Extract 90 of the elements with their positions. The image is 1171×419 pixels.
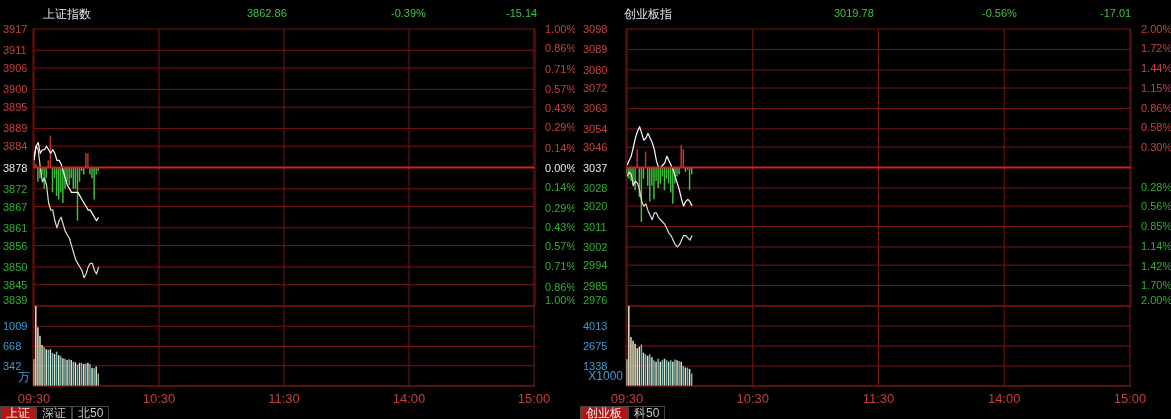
x-tick-label: 10:30 bbox=[736, 391, 770, 407]
y-tick-label: 3011 bbox=[583, 220, 607, 233]
x-tick-label: 09:30 bbox=[610, 391, 644, 407]
y-tick-label: 3002 bbox=[583, 240, 608, 253]
text: 3862.86 bbox=[247, 7, 287, 19]
y-tick-label: 3839 bbox=[3, 294, 28, 306]
y-axis-title: 万 bbox=[17, 370, 30, 386]
y2-tick-label: 2.00% bbox=[1141, 23, 1171, 35]
y-axis-title: X1000 bbox=[588, 369, 623, 383]
text: 科50 bbox=[628, 406, 666, 419]
y2-tick-label: 0.28% bbox=[1141, 180, 1171, 193]
y2-tick-label: 0.00% bbox=[545, 161, 577, 174]
y-tick-label: 1009 bbox=[3, 320, 28, 333]
y-tick-label: 3037 bbox=[583, 161, 608, 174]
y2-tick-label: 0.86% bbox=[545, 42, 577, 55]
y2-tick-label: 0.86% bbox=[1141, 101, 1171, 114]
text: 深证 bbox=[36, 406, 72, 419]
y-tick-label: 668 bbox=[3, 340, 22, 353]
y-tick-label: 4013 bbox=[583, 319, 608, 332]
x-tick-label: 14:00 bbox=[392, 391, 426, 407]
y2-tick-label: 1.14% bbox=[1141, 240, 1171, 253]
text: -0.39% bbox=[391, 7, 426, 19]
text: -0.56% bbox=[982, 7, 1017, 19]
text: -17.01 bbox=[1100, 7, 1132, 19]
y-tick-label: 3856 bbox=[3, 239, 28, 252]
x-tick-label: 11:30 bbox=[862, 391, 895, 407]
y2-tick-label: 1.15% bbox=[1141, 81, 1171, 94]
x-tick-label: 15:00 bbox=[517, 391, 551, 407]
y-tick-label: 3054 bbox=[583, 122, 608, 135]
y2-tick-label: 0.29% bbox=[545, 121, 577, 134]
y2-tick-label: 0.57% bbox=[545, 82, 577, 95]
y2-tick-label: 1.42% bbox=[1141, 259, 1171, 272]
x-tick-label: 11:30 bbox=[268, 391, 300, 407]
y-tick-label: 3046 bbox=[583, 141, 608, 154]
y-tick-label: 3080 bbox=[583, 63, 608, 76]
y2-tick-label: 1.72% bbox=[1141, 42, 1171, 55]
y-tick-label: 3884 bbox=[3, 140, 28, 153]
y-tick-label: 3063 bbox=[583, 102, 608, 115]
y2-tick-label: 1.00% bbox=[545, 294, 577, 306]
y-tick-label: 3098 bbox=[583, 23, 608, 35]
y-tick-label: 3089 bbox=[583, 43, 608, 56]
y-tick-label: 3911 bbox=[3, 44, 27, 57]
text: 3019.78 bbox=[834, 7, 874, 19]
text: 上证 bbox=[0, 406, 36, 419]
y-tick-label: 3072 bbox=[583, 82, 608, 95]
y2-tick-label: 0.57% bbox=[545, 240, 577, 253]
y2-tick-label: 1.00% bbox=[545, 23, 577, 35]
y2-tick-label: 1.70% bbox=[1141, 279, 1171, 292]
y2-tick-label: 0.30% bbox=[1141, 140, 1171, 153]
y-tick-label: 1338 bbox=[583, 359, 608, 372]
x-tick-label: 14:00 bbox=[987, 391, 1021, 407]
y2-tick-label: 0.14% bbox=[545, 142, 577, 155]
y-tick-label: 2985 bbox=[583, 279, 608, 292]
y-tick-label: 3895 bbox=[3, 101, 28, 114]
y-tick-label: 3845 bbox=[3, 278, 28, 291]
y2-tick-label: 0.14% bbox=[545, 180, 577, 193]
y-tick-label: 3917 bbox=[3, 23, 28, 35]
y2-tick-label: 0.71% bbox=[545, 259, 577, 272]
y2-tick-label: 1.44% bbox=[1141, 61, 1171, 74]
y2-tick-label: 2.00% bbox=[1141, 294, 1171, 306]
text: -15.14 bbox=[506, 7, 538, 19]
chart-title: 创业板指 bbox=[624, 6, 672, 23]
y-tick-label: 3861 bbox=[3, 221, 28, 234]
y-tick-label: 2675 bbox=[583, 340, 608, 352]
y-tick-label: 2994 bbox=[583, 259, 608, 272]
text: 北50 bbox=[72, 406, 110, 419]
x-tick-label: 15:00 bbox=[1113, 391, 1147, 407]
y-tick-label: 3889 bbox=[3, 122, 28, 135]
y2-tick-label: 0.58% bbox=[1141, 121, 1171, 134]
y-tick-label: 3867 bbox=[3, 200, 28, 213]
y2-tick-label: 0.85% bbox=[1141, 220, 1171, 233]
x-tick-label: 10:30 bbox=[142, 391, 176, 407]
y-tick-label: 3872 bbox=[3, 182, 28, 195]
y-tick-label: 3028 bbox=[583, 181, 608, 194]
y-tick-label: 3850 bbox=[3, 260, 28, 273]
y2-tick-label: 0.71% bbox=[545, 63, 577, 76]
y-tick-label: 3878 bbox=[3, 161, 28, 174]
y-tick-label: 3900 bbox=[3, 83, 28, 96]
x-tick-label: 09:30 bbox=[17, 391, 51, 407]
y-tick-label: 3906 bbox=[3, 62, 28, 75]
y-tick-label: 2976 bbox=[583, 294, 608, 306]
y-tick-label: 342 bbox=[3, 359, 22, 372]
text: 创业板 bbox=[580, 406, 628, 419]
y2-tick-label: 0.43% bbox=[545, 101, 577, 114]
y-tick-label: 3020 bbox=[583, 200, 608, 213]
y2-tick-label: 0.86% bbox=[545, 280, 577, 293]
y2-tick-label: 0.43% bbox=[545, 221, 577, 234]
y2-tick-label: 0.56% bbox=[1141, 200, 1171, 213]
y2-tick-label: 0.29% bbox=[545, 201, 577, 214]
chart-title: 上证指数 bbox=[43, 6, 91, 23]
